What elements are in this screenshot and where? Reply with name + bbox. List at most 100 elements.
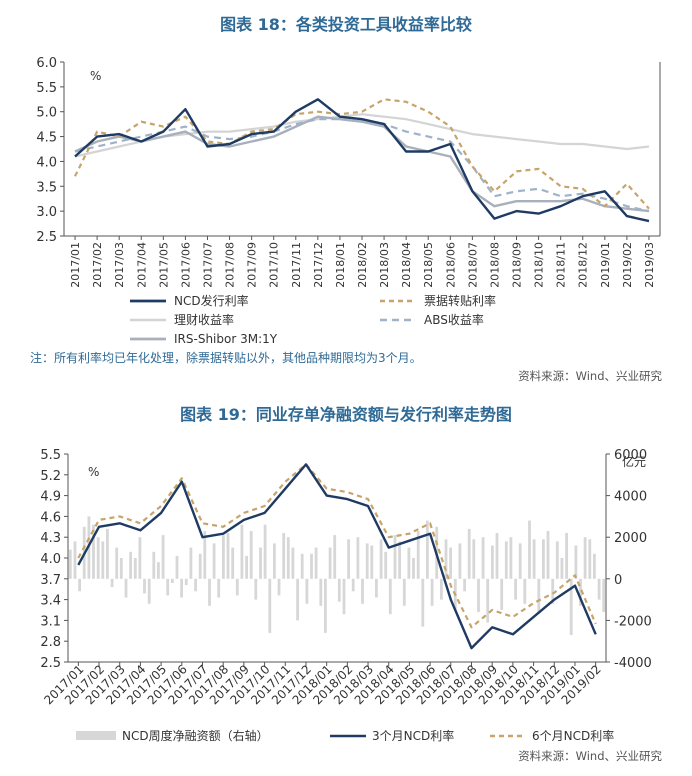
bar (296, 578, 299, 621)
bar (509, 537, 513, 579)
bar (583, 537, 587, 579)
bar (504, 541, 508, 579)
bar (421, 578, 425, 627)
bar (319, 578, 323, 606)
legend-label-4: IRS-Shibor 3M:1Y (174, 332, 278, 346)
chart-18: 图表 18：各类投资工具收益率比较 2.5 3.0 3.5 4.0 4.5 5.0 5.5 6.… (30, 15, 662, 383)
bar (180, 578, 183, 598)
bar (203, 531, 207, 579)
bar (245, 555, 248, 579)
legend-label-2: 理财收益率 (174, 312, 234, 327)
bar (263, 524, 267, 579)
bar (393, 535, 397, 579)
bar (412, 558, 415, 579)
x-tick-label: 2017/01 (69, 242, 82, 288)
y-right-tick-label: 0 (614, 573, 622, 588)
legend-swatch-bar (76, 731, 116, 740)
bar (597, 578, 601, 600)
bar (254, 578, 258, 600)
x-tick-label: 2018/04 (400, 242, 413, 288)
bar (574, 545, 578, 579)
bar (208, 578, 211, 606)
bar (143, 578, 146, 594)
bar (171, 578, 174, 583)
bar (342, 578, 346, 615)
bar (486, 578, 490, 623)
x-tick-label: 2017/03 (113, 242, 126, 288)
bar (379, 539, 383, 579)
x-tick-label: 2018/12 (577, 242, 590, 288)
bar (300, 553, 304, 579)
y-right-axis-unit: 亿元 (622, 454, 646, 469)
bar (282, 533, 286, 579)
bar (426, 520, 429, 579)
chart-19: 图表 19：同业存单净融资额与发行利率走势图 2.5 2.8 3.1 3.4 3.7 4.0… (40, 405, 662, 763)
bar (402, 578, 406, 606)
bar (365, 543, 369, 579)
y-tick-label: 6.0 (36, 56, 57, 71)
y-tick-label: 4.6 (40, 510, 61, 525)
bar (129, 551, 132, 579)
bar (184, 578, 188, 585)
y-tick-label: 4.3 (40, 531, 61, 546)
bar (430, 578, 434, 606)
bar (361, 578, 364, 604)
x-tick-label: 2019/01 (599, 242, 612, 288)
bar (546, 531, 550, 579)
bar (333, 535, 337, 579)
bar (68, 549, 72, 579)
bar (328, 547, 332, 579)
bar (310, 553, 313, 579)
y-axis-unit: % (88, 465, 99, 479)
y-tick-label: 2.5 (40, 656, 61, 671)
bar (537, 578, 541, 613)
y-tick-label: 5.0 (36, 106, 57, 121)
y-tick-label: 4.5 (36, 131, 57, 146)
x-tick-label: 2018/06 (444, 242, 457, 288)
y-tick-label: 3.1 (40, 614, 61, 629)
y-tick-label: 3.7 (40, 573, 61, 588)
bar (314, 547, 318, 579)
bar (92, 524, 95, 579)
bar (324, 578, 327, 633)
bar (588, 539, 592, 579)
bar (249, 531, 253, 579)
bar (560, 558, 564, 579)
bar (416, 531, 420, 579)
chart-note: 注：所有利率均已年化处理，除票据转贴以外，其他品种期限均为3个月。 (30, 350, 422, 365)
y-axis-unit: % (90, 69, 101, 83)
bar (101, 541, 105, 579)
x-tick-label: 2017/12 (312, 242, 325, 288)
x-tick-label: 2018/05 (422, 242, 435, 288)
bar (551, 578, 555, 604)
bar (481, 537, 485, 579)
bar (593, 553, 596, 579)
bar (388, 578, 392, 615)
legend-label-0: NCD发行利率 (174, 293, 249, 308)
bar (347, 539, 350, 579)
bar (356, 537, 360, 579)
chart-title: 图表 18：各类投资工具收益率比较 (220, 15, 472, 34)
legend-label-3: ABS收益率 (424, 312, 484, 327)
bar (106, 528, 109, 579)
bar (110, 578, 114, 588)
x-tick-label: 2017/04 (135, 242, 148, 288)
y-tick-label: 5.2 (40, 469, 61, 484)
bar (73, 541, 77, 579)
bar (152, 551, 156, 579)
y-tick-label: 3.4 (40, 594, 61, 609)
y-right-tick-label: -4000 (614, 656, 652, 671)
bar (194, 578, 197, 592)
bar (375, 578, 378, 598)
x-tick-label: 2018/01 (334, 242, 347, 288)
x-tick-label: 2017/06 (179, 242, 192, 288)
bar (212, 543, 216, 579)
y-tick-label: 5.5 (36, 81, 57, 96)
legend-label-0: 3个月NCD利率 (372, 728, 454, 743)
bar (124, 578, 128, 598)
bar (305, 578, 309, 604)
bar (523, 578, 527, 604)
bar (235, 578, 239, 596)
y-tick-label: 4.9 (40, 490, 61, 505)
chart-title: 图表 19：同业存单净融资额与发行利率走势图 (180, 405, 512, 424)
